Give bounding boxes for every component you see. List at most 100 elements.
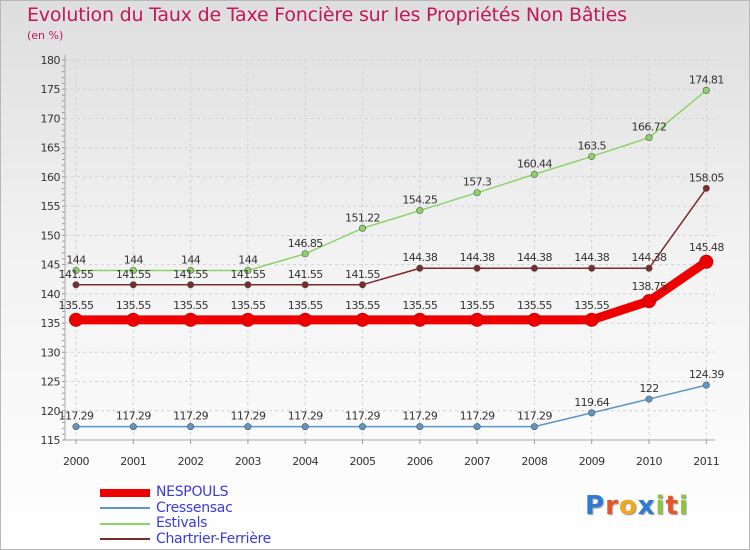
legend-label: Cressensac	[156, 499, 233, 516]
x-tick-label: 2001	[120, 455, 146, 468]
logo-letter: t	[665, 491, 679, 521]
y-tick-label: 135	[41, 317, 61, 330]
data-label: 135.55	[517, 299, 552, 312]
y-tick-label: 150	[41, 229, 61, 242]
data-label: 117.29	[59, 410, 94, 423]
logo-letter: i	[678, 491, 689, 521]
data-point	[530, 170, 538, 178]
data-label: 117.29	[517, 410, 552, 423]
data-point	[473, 423, 481, 431]
series-line-estivals	[75, 89, 708, 272]
x-tick-label: 2005	[350, 455, 376, 468]
data-point	[530, 423, 538, 431]
data-label: 144	[238, 253, 258, 266]
series	[69, 86, 714, 431]
data-point	[530, 264, 538, 272]
legend-label: NESPOULS	[156, 484, 229, 500]
data-point	[355, 312, 370, 327]
data-label: 117.29	[402, 410, 437, 423]
data-point	[358, 224, 366, 232]
data-point	[702, 381, 710, 389]
data-label: 144	[181, 253, 201, 266]
data-label: 135.55	[345, 299, 380, 312]
grid	[65, 59, 715, 441]
data-point	[298, 312, 313, 327]
data-label: 158.05	[689, 171, 724, 184]
data-label: 135.55	[230, 299, 265, 312]
legend-swatch	[100, 522, 150, 525]
y-tick-label: 125	[41, 376, 61, 389]
data-point	[588, 264, 596, 272]
data-point	[416, 207, 424, 215]
proxiti-logo: Proxiti	[585, 491, 689, 521]
logo-letter: r	[605, 491, 619, 521]
data-point	[473, 264, 481, 272]
data-label: 141.55	[173, 268, 208, 281]
data-label: 117.29	[345, 410, 380, 423]
data-label: 160.44	[517, 157, 552, 170]
legend-swatch	[100, 538, 150, 541]
data-label: 163.5	[577, 139, 606, 152]
data-labels: 117.29 117.29 117.29 117.29 117.29 117.29 117.…	[59, 73, 725, 422]
data-label: 117.29	[288, 410, 323, 423]
x-tick-label: 2003	[235, 455, 261, 468]
y-tick-label: 165	[41, 142, 61, 155]
data-point	[301, 250, 309, 258]
data-point	[69, 312, 83, 327]
x-tick-label: 2002	[178, 455, 204, 468]
x-tick-label: 2010	[636, 455, 662, 468]
chart-title: Evolution du Taux de Taxe Foncière sur l…	[27, 4, 627, 26]
data-label: 145.48	[689, 241, 724, 254]
data-label: 135.55	[402, 299, 437, 312]
data-point	[645, 264, 653, 272]
data-label: 146.85	[288, 237, 323, 250]
data-label: 151.22	[345, 211, 380, 224]
data-label: 135.55	[288, 299, 323, 312]
x-tick-label: 2008	[521, 455, 547, 468]
data-label: 135.55	[173, 299, 208, 312]
series-line-nespouls	[71, 257, 711, 325]
data-point	[470, 312, 485, 327]
data-label: 117.29	[173, 410, 208, 423]
axes: 115 120 125 130 135 140 145 150 155 160 165 170 175 1…	[41, 54, 720, 468]
data-point	[645, 395, 653, 403]
data-point	[244, 266, 252, 274]
data-point	[412, 312, 427, 327]
data-point	[244, 423, 252, 431]
logo-letter: o	[618, 491, 638, 521]
legend-swatch	[100, 507, 150, 510]
data-label: 141.55	[345, 268, 380, 281]
data-point	[129, 281, 137, 289]
data-label: 117.29	[116, 410, 151, 423]
data-label: 141.55	[288, 268, 323, 281]
data-point	[240, 312, 255, 327]
data-point	[129, 266, 137, 274]
data-point	[301, 423, 309, 431]
data-point	[187, 281, 195, 289]
data-label: 144.38	[632, 251, 667, 264]
data-point	[187, 423, 195, 431]
data-label: 135.55	[116, 299, 151, 312]
data-label: 141.55	[230, 268, 265, 281]
data-label: 138.75	[632, 280, 667, 293]
data-label: 141.55	[59, 268, 94, 281]
x-tick-label: 2011	[693, 455, 719, 468]
data-point	[645, 134, 653, 142]
y-axis-unit: (en %)	[27, 29, 64, 42]
data-label: 144.38	[402, 251, 437, 264]
data-point	[588, 409, 596, 417]
logo-letter: x	[637, 491, 656, 521]
data-point	[126, 312, 141, 327]
data-label: 154.25	[402, 194, 437, 207]
y-tick-label: 140	[41, 288, 61, 301]
data-label: 135.55	[574, 299, 609, 312]
data-label: 144	[124, 253, 144, 266]
data-label: 157.3	[463, 176, 492, 189]
data-label: 122	[639, 382, 658, 395]
legend-swatch	[100, 488, 150, 497]
data-label: 124.39	[689, 368, 724, 381]
data-label: 135.55	[460, 299, 495, 312]
data-label: 174.81	[689, 73, 724, 86]
data-point	[702, 86, 710, 94]
